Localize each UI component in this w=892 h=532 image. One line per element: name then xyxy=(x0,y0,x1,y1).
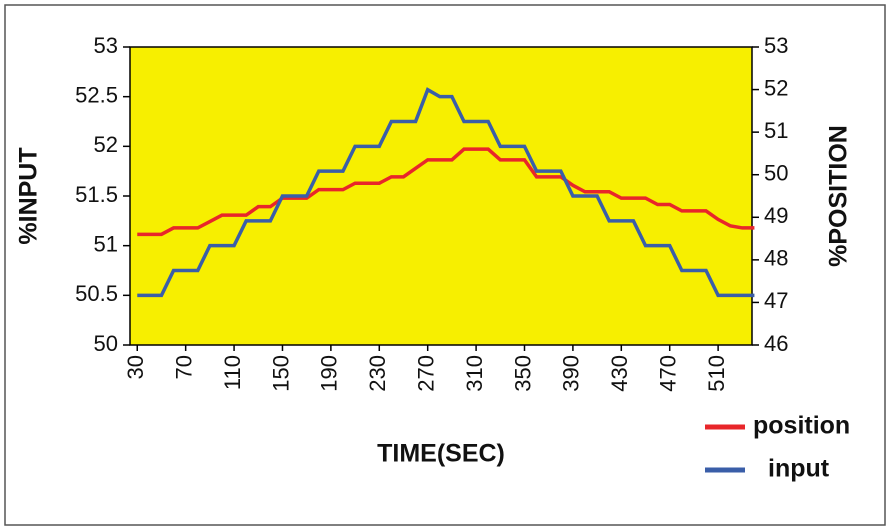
x-tick-label: 230 xyxy=(365,355,390,392)
y2-tick-label: 46 xyxy=(764,331,788,356)
x-tick-label: 350 xyxy=(510,355,535,392)
legend-label: position xyxy=(753,412,850,440)
x-tick-label: 390 xyxy=(559,355,584,392)
y2-tick-label: 47 xyxy=(764,288,788,313)
x-axis-label: TIME(SEC) xyxy=(377,440,505,468)
y-tick-label: 50 xyxy=(94,331,118,356)
series-line xyxy=(137,87,755,298)
x-tick-label: 30 xyxy=(123,355,148,379)
x-tick-label: 510 xyxy=(704,355,729,392)
x-tick-label: 150 xyxy=(268,355,293,392)
y2-axis-label: %POSITION xyxy=(825,125,853,267)
y2-tick-label: 49 xyxy=(764,203,788,228)
y-tick-label: 52 xyxy=(94,132,118,157)
y-tick-label: 50.5 xyxy=(75,281,118,306)
y-tick-label: 53 xyxy=(94,33,118,58)
x-tick-label: 190 xyxy=(317,355,342,392)
series-line xyxy=(137,147,755,237)
y-tick-label: 51 xyxy=(94,231,118,256)
y-axis-label: %INPUT xyxy=(15,147,43,244)
legend-label: input xyxy=(768,455,830,483)
y2-tick-label: 50 xyxy=(764,161,788,186)
y2-tick-label: 52 xyxy=(764,75,788,100)
x-tick-label: 110 xyxy=(220,355,245,390)
x-tick-label: 430 xyxy=(607,355,632,392)
y-tick-label: 51.5 xyxy=(75,182,118,207)
x-tick-label: 310 xyxy=(462,355,487,392)
y2-tick-label: 53 xyxy=(764,33,788,58)
x-tick-label: 70 xyxy=(171,355,196,379)
y2-tick-label: 51 xyxy=(764,118,788,143)
plot-area xyxy=(129,46,753,346)
y2-tick-label: 48 xyxy=(764,246,788,271)
x-tick-label: 270 xyxy=(414,355,439,392)
y-tick-label: 52.5 xyxy=(75,82,118,107)
x-tick-label: 470 xyxy=(656,355,681,392)
